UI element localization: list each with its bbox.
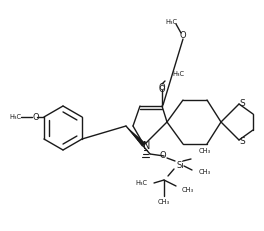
Text: O: O (159, 85, 165, 94)
Text: N: N (143, 141, 151, 151)
Text: Si: Si (176, 161, 184, 170)
Polygon shape (126, 126, 146, 147)
Text: O: O (180, 30, 186, 40)
Text: CH₃: CH₃ (199, 148, 211, 154)
Text: S: S (239, 100, 245, 109)
Text: CH₃: CH₃ (199, 169, 211, 175)
Text: H₃C: H₃C (9, 114, 21, 120)
Text: O: O (33, 112, 39, 122)
Text: O: O (159, 83, 165, 92)
Text: H₃C: H₃C (135, 180, 147, 186)
Text: S: S (239, 137, 245, 146)
Text: H₃C: H₃C (165, 19, 177, 25)
Text: CH₃: CH₃ (182, 187, 194, 193)
Text: O: O (160, 151, 166, 159)
Text: H₃C: H₃C (172, 71, 184, 77)
Text: CH₃: CH₃ (158, 199, 170, 205)
